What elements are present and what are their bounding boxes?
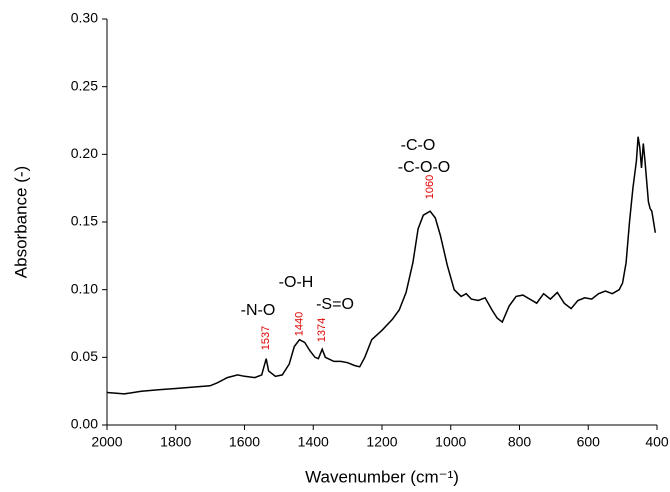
peak-label: 1537 (260, 326, 272, 350)
y-tick-label: 0.30 (71, 10, 98, 26)
y-tick-label: 0.15 (71, 213, 98, 229)
x-tick-label: 800 (508, 434, 532, 450)
annotation: -S=O (316, 296, 354, 313)
y-tick-label: 0.25 (71, 77, 98, 93)
y-tick-label: 0.10 (71, 280, 98, 296)
x-tick-label: 1800 (160, 434, 191, 450)
x-tick-label: 600 (577, 434, 601, 450)
annotation: -N-O (241, 302, 276, 319)
annotation: -O-H (279, 274, 314, 291)
y-axis-label: Absorbance (-) (11, 166, 30, 278)
x-tick-label: 1600 (229, 434, 260, 450)
peak-label: 1374 (316, 318, 328, 342)
y-tick-label: 0.20 (71, 145, 98, 161)
x-tick-label: 1000 (435, 434, 466, 450)
x-tick-label: 1400 (298, 434, 329, 450)
peak-label: 1440 (293, 312, 305, 336)
spectrum-line (106, 136, 657, 395)
x-tick-label: 1200 (366, 434, 397, 450)
x-axis-label: Wavenumber (cm⁻¹) (305, 467, 459, 486)
x-tick-label: 2000 (91, 434, 122, 450)
x-tick-label: 400 (645, 434, 669, 450)
annotation: -C-O (401, 137, 436, 154)
annotation: -C-O-O (398, 159, 450, 176)
y-tick-label: 0.00 (71, 416, 98, 432)
peak-label: 1060 (424, 175, 436, 199)
y-tick-label: 0.05 (71, 348, 98, 364)
